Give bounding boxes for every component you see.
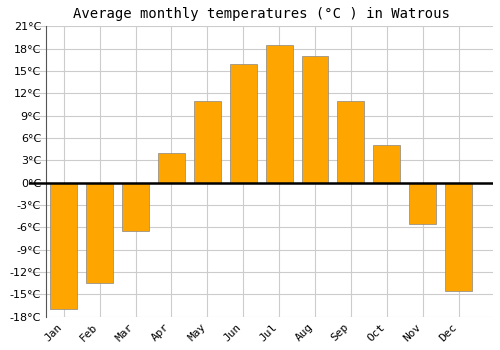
Bar — [374, 146, 400, 183]
Bar — [445, 183, 472, 291]
Bar — [158, 153, 185, 183]
Bar — [409, 183, 436, 224]
Bar — [194, 101, 221, 183]
Bar — [266, 45, 292, 183]
Bar — [86, 183, 113, 283]
Bar — [122, 183, 149, 231]
Bar — [50, 183, 78, 309]
Bar — [338, 101, 364, 183]
Bar — [230, 63, 256, 183]
Bar — [302, 56, 328, 183]
Title: Average monthly temperatures (°C ) in Watrous: Average monthly temperatures (°C ) in Wa… — [72, 7, 450, 21]
